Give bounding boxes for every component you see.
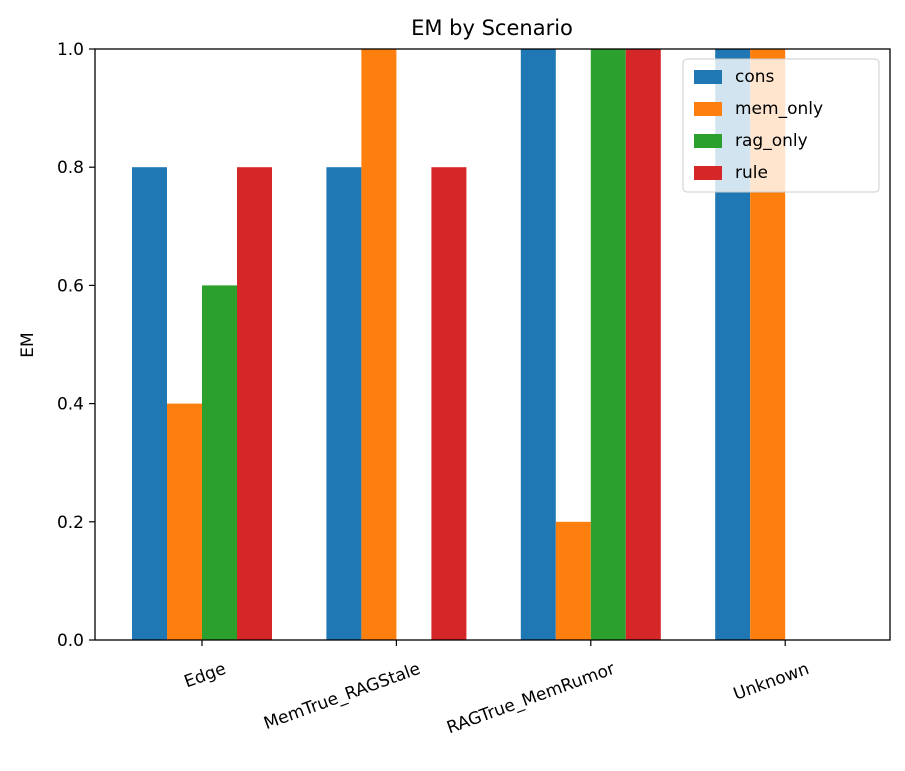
- bar-rule-2: [625, 49, 661, 640]
- legend-label-mem_only: mem_only: [735, 99, 823, 119]
- chart-title: EM by Scenario: [411, 16, 573, 40]
- legend-box: [682, 58, 880, 193]
- legend-swatch-rule: [694, 166, 722, 180]
- legend-label-cons: cons: [735, 67, 775, 87]
- plot-frame: [94, 48, 891, 641]
- legend-swatch-mem_only: [694, 102, 722, 116]
- bar-mem_only-1: [361, 49, 397, 640]
- legend-swatch-rag_only: [694, 134, 722, 148]
- y-axis-label: EM: [18, 332, 38, 357]
- x-ticks: Edge MemTrue_RAGStale RAGTrue_MemRumor Unkn…: [182, 640, 812, 738]
- y-tick-label: 0.0: [57, 631, 84, 651]
- y-tick-label: 0.6: [57, 276, 84, 296]
- bar-mem_only-2: [555, 521, 591, 640]
- y-tick-label: 0.2: [57, 513, 84, 533]
- bar-rag_only-0: [202, 285, 237, 640]
- bar-cons-1: [326, 167, 362, 640]
- bar-cons-0: [132, 167, 167, 640]
- x-tick-label: RAGTrue_MemRumor: [444, 659, 617, 738]
- legend-swatch-cons: [694, 70, 722, 84]
- bar-rule-0: [237, 167, 272, 640]
- bar-rule-1: [431, 167, 467, 640]
- y-ticks: 0.0 0.2 0.4 0.6 0.8 1.0: [57, 40, 95, 651]
- y-tick-label: 0.4: [57, 395, 84, 415]
- x-tick-label: Unknown: [731, 659, 812, 705]
- bar-rag_only-2: [590, 49, 626, 640]
- legend-label-rule: rule: [735, 163, 768, 183]
- y-tick-label: 1.0: [57, 40, 84, 60]
- y-tick-label: 0.8: [57, 158, 84, 178]
- bar-mem_only-0: [167, 403, 202, 640]
- x-tick-label: Edge: [182, 659, 229, 692]
- x-tick-label: MemTrue_RAGStale: [261, 659, 423, 734]
- bar-cons-2: [520, 49, 556, 640]
- legend-label-rag_only: rag_only: [735, 131, 808, 151]
